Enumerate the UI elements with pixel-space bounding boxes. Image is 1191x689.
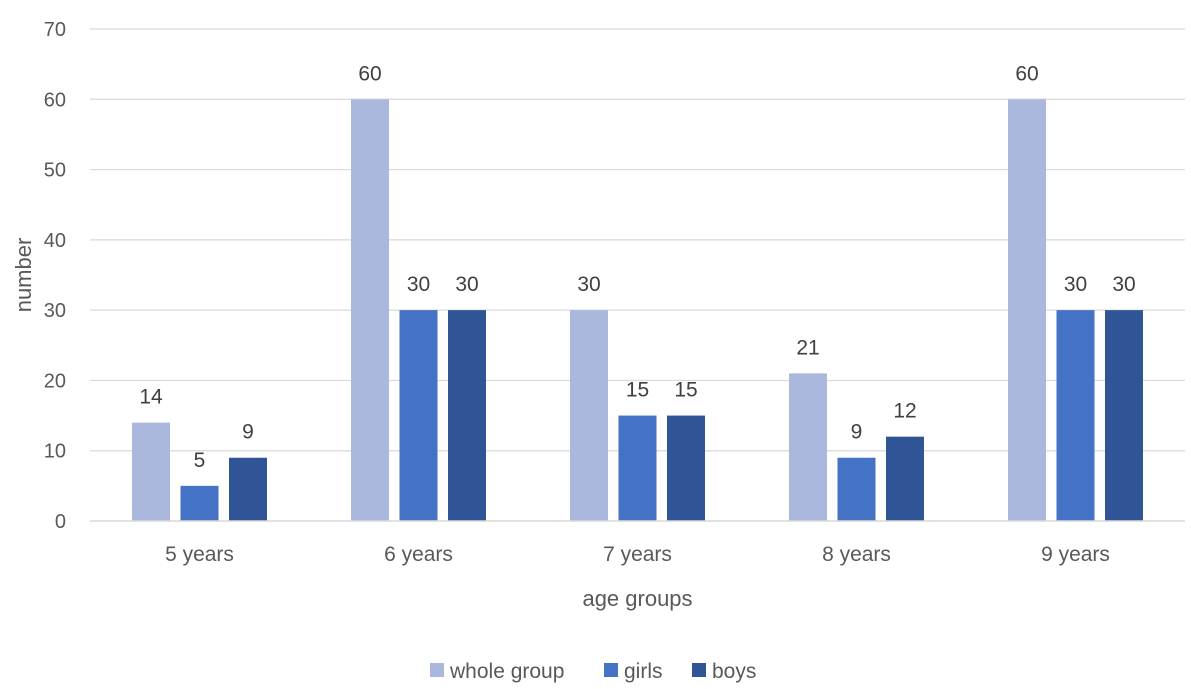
data-labels: 14 5 9 60 30 30 30 15 15 21 9 12 60 30 30 [139,62,1135,472]
legend-swatch [604,663,618,677]
y-tick-label: 10 [44,441,66,463]
bar [1056,310,1095,521]
data-label: 30 [577,273,600,296]
x-tick-label: 8 years [822,543,891,566]
data-label: 30 [1064,273,1087,296]
data-label: 14 [139,386,163,409]
bar [837,457,876,521]
x-tick-label: 9 years [1041,543,1110,566]
y-axis-ticks: 0 10 20 30 40 50 60 70 [44,19,66,533]
bar [570,310,608,521]
x-tick-label: 5 years [165,543,234,566]
data-label: 5 [194,449,206,472]
bar [180,485,219,521]
y-tick-label: 60 [44,89,66,111]
legend-label: whole group [449,660,564,683]
x-axis-title: age groups [582,586,692,611]
y-tick-label: 20 [44,370,66,392]
data-label: 15 [626,379,649,402]
y-tick-label: 0 [55,511,66,533]
data-label: 30 [407,273,430,296]
data-label: 30 [455,273,478,296]
data-label: 9 [851,421,863,444]
y-axis-title: number [11,238,36,313]
data-label: 9 [242,421,254,444]
legend-swatch [430,663,444,677]
bar [1008,99,1046,522]
bar [351,99,389,522]
data-label: 30 [1112,273,1135,296]
data-label: 60 [1015,62,1038,85]
legend-label: girls [624,660,663,683]
bar [132,422,170,521]
bar [789,373,827,521]
bar [1105,310,1143,521]
bar [618,415,657,521]
bar [886,436,924,521]
x-axis-ticks: 5 years 6 years 7 years 8 years 9 years [165,543,1110,566]
y-tick-label: 50 [44,160,66,182]
data-label: 15 [674,379,697,402]
y-tick-label: 70 [44,19,66,41]
bar [229,457,267,521]
bars [132,99,1143,522]
legend: whole group girls boys [430,660,756,683]
bar [667,415,705,521]
data-label: 21 [796,336,819,359]
gridlines [90,28,1185,452]
bar [399,310,438,521]
y-tick-label: 30 [44,300,66,322]
x-tick-label: 6 years [384,543,453,566]
legend-label: boys [712,660,756,683]
legend-swatch [692,663,706,677]
y-tick-label: 40 [44,230,66,252]
bar [448,310,486,521]
data-label: 60 [358,62,381,85]
data-label: 12 [893,400,916,423]
x-tick-label: 7 years [603,543,672,566]
